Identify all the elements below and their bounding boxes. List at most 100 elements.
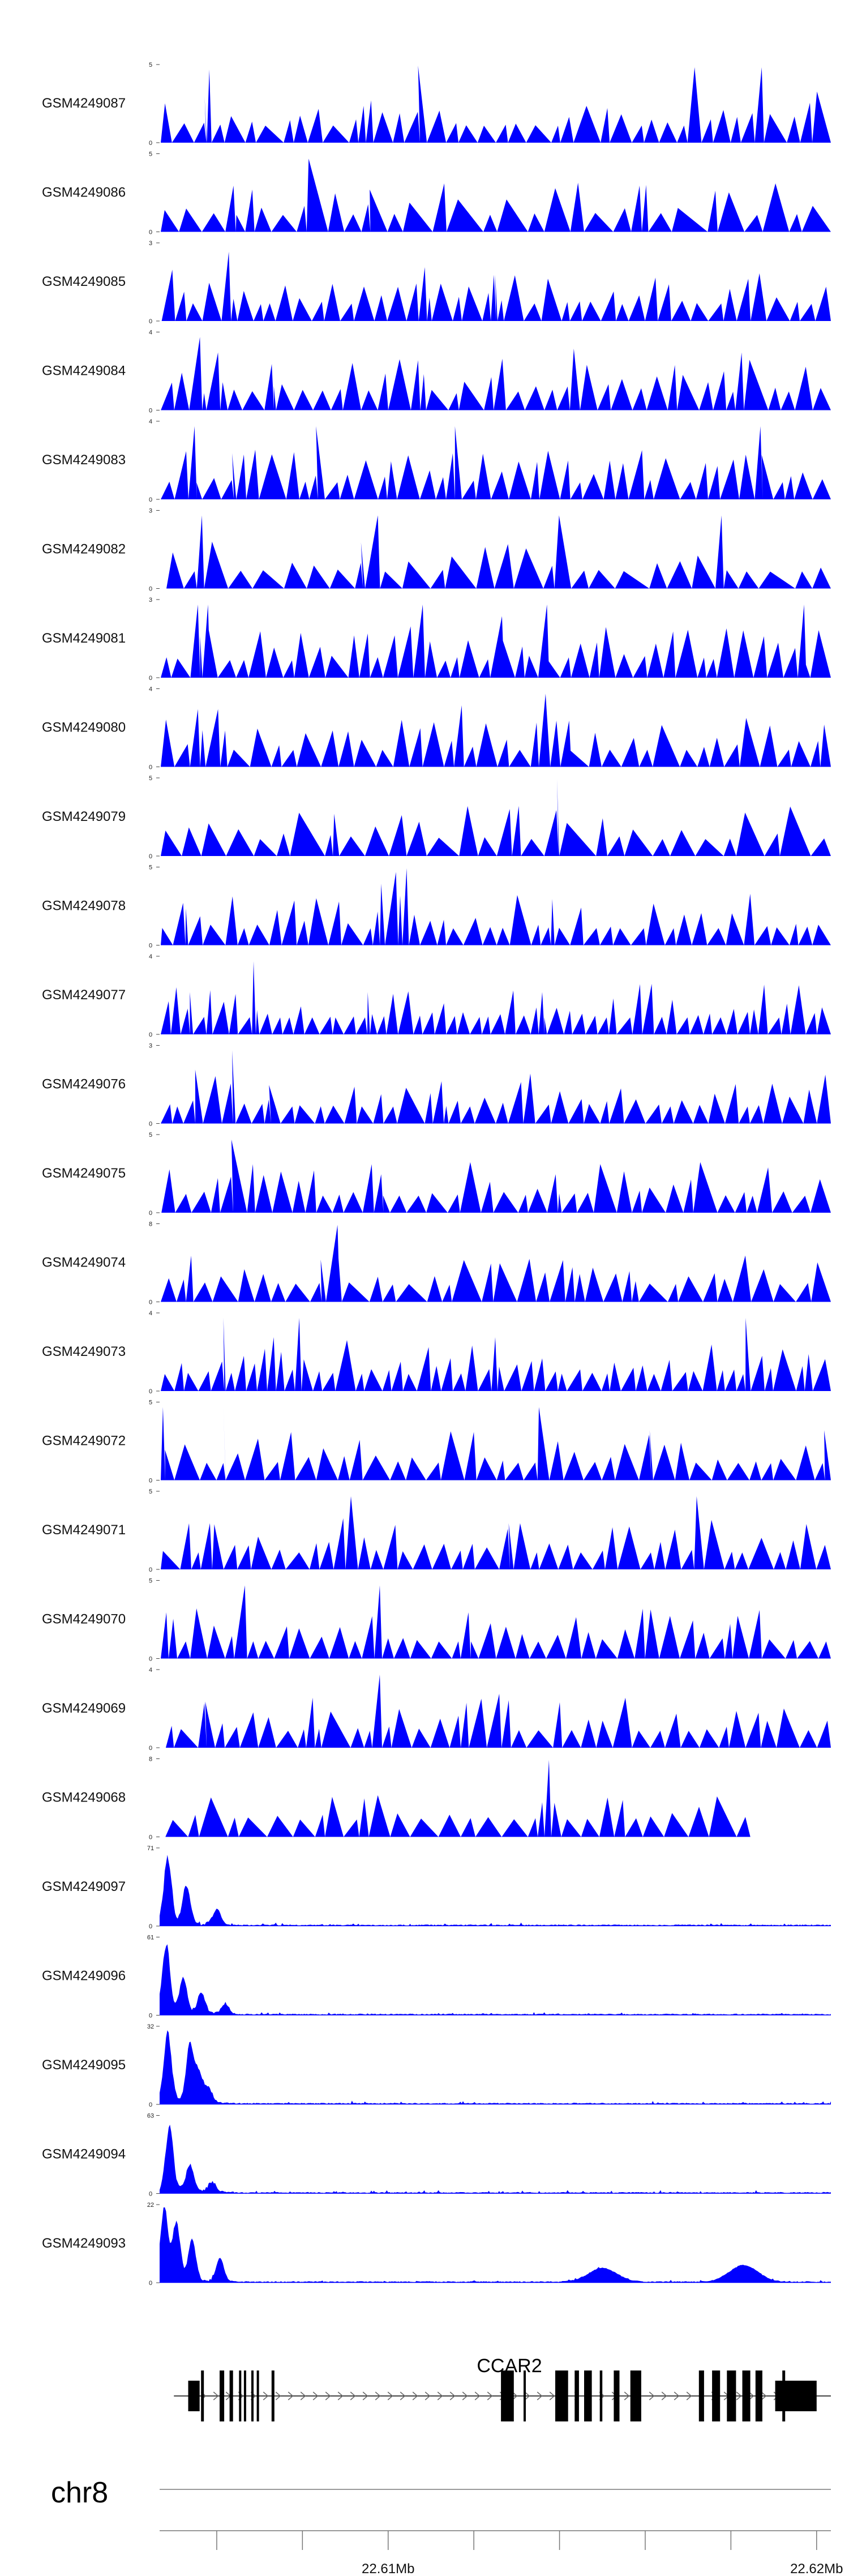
track-label: GSM4249086 bbox=[42, 185, 126, 200]
y-max-label: 8 bbox=[149, 1756, 152, 1763]
y-axis: 50 bbox=[149, 1488, 160, 1573]
coverage-area bbox=[160, 1944, 831, 2016]
coverage-area bbox=[161, 159, 831, 232]
y-max-label: 71 bbox=[147, 1845, 154, 1852]
y-max-label: 4 bbox=[149, 953, 152, 960]
coverage-area bbox=[161, 66, 831, 143]
track-label: GSM4249085 bbox=[42, 274, 126, 289]
y-min-label: 0 bbox=[149, 408, 152, 414]
coverage-area bbox=[160, 1855, 831, 1926]
y-axis: 40 bbox=[149, 418, 160, 503]
exon bbox=[742, 2370, 751, 2421]
y-min-label: 0 bbox=[149, 675, 152, 682]
y-min-label: 0 bbox=[149, 1210, 152, 1217]
track-label: GSM4249076 bbox=[42, 1077, 126, 1092]
y-min-label: 0 bbox=[149, 943, 152, 949]
coverage-area bbox=[161, 779, 831, 856]
coverage-area bbox=[160, 2030, 831, 2104]
exon bbox=[271, 2370, 275, 2421]
y-max-label: 61 bbox=[147, 1935, 154, 1941]
coverage-area bbox=[161, 337, 831, 410]
track-label: GSM4249087 bbox=[42, 96, 126, 111]
coverage-area bbox=[161, 868, 831, 945]
y-min-label: 0 bbox=[149, 1121, 152, 1128]
track-label: GSM4249078 bbox=[42, 898, 126, 914]
track-label: GSM4249074 bbox=[42, 1255, 126, 1270]
track-GSM4249078: GSM4249078 50 bbox=[42, 865, 831, 949]
y-axis: 40 bbox=[149, 1667, 160, 1752]
exon bbox=[555, 2370, 568, 2421]
track-GSM4249097: GSM4249097 71 0 bbox=[42, 1845, 831, 1930]
coverage-area bbox=[161, 1139, 831, 1213]
track-GSM4249075: GSM4249075 50 bbox=[42, 1132, 831, 1217]
coverage-area bbox=[161, 1407, 831, 1480]
exon bbox=[251, 2370, 254, 2421]
y-max-label: 4 bbox=[149, 686, 152, 693]
y-axis: 50 bbox=[149, 865, 160, 949]
coverage-area bbox=[161, 961, 831, 1034]
y-axis: 30 bbox=[149, 508, 160, 593]
y-axis: 61 0 bbox=[147, 1935, 160, 2019]
track-label: GSM4249082 bbox=[42, 542, 126, 557]
track-GSM4249082: GSM4249082 30 bbox=[42, 508, 831, 593]
y-min-label: 0 bbox=[149, 497, 152, 503]
track-label: GSM4249075 bbox=[42, 1166, 126, 1181]
coverage-tracks: GSM424908750GSM424908650GSM424908530GSM4… bbox=[42, 62, 831, 2287]
exon bbox=[229, 2370, 233, 2421]
y-min-label: 0 bbox=[149, 1299, 152, 1306]
y-max-label: 5 bbox=[149, 151, 152, 158]
y-axis: 50 bbox=[149, 62, 160, 147]
y-max-label: 5 bbox=[149, 1488, 152, 1495]
y-axis: 30 bbox=[149, 1043, 160, 1128]
y-min-label: 0 bbox=[149, 2013, 152, 2019]
track-label: GSM4249071 bbox=[42, 1522, 126, 1538]
track-label: GSM4249095 bbox=[42, 2057, 126, 2073]
y-axis: 50 bbox=[149, 775, 160, 860]
exon bbox=[201, 2370, 204, 2421]
axis-tick-label: 22.62Mb bbox=[790, 2561, 843, 2576]
coverage-area bbox=[161, 604, 831, 678]
coverage-area bbox=[161, 426, 831, 499]
y-min-label: 0 bbox=[149, 2280, 152, 2287]
gene-track: CCAR2 bbox=[174, 2355, 831, 2421]
track-label: GSM4249096 bbox=[42, 1969, 126, 1984]
y-axis: 71 0 bbox=[147, 1845, 160, 1930]
y-max-label: 4 bbox=[149, 1667, 152, 1674]
y-max-label: 63 bbox=[147, 2113, 154, 2120]
track-label: GSM4249084 bbox=[42, 363, 126, 379]
y-max-label: 4 bbox=[149, 418, 152, 425]
exon bbox=[188, 2381, 200, 2411]
y-max-label: 22 bbox=[147, 2202, 154, 2209]
y-min-label: 0 bbox=[149, 1478, 152, 1484]
track-label: GSM4249068 bbox=[42, 1790, 126, 1805]
y-axis: 50 bbox=[149, 1578, 160, 1663]
track-label: GSM4249097 bbox=[42, 1879, 126, 1894]
coverage-area bbox=[160, 2124, 831, 2194]
y-axis: 40 bbox=[149, 686, 160, 771]
track-label: GSM4249094 bbox=[42, 2147, 126, 2162]
y-min-label: 0 bbox=[149, 853, 152, 860]
y-min-label: 0 bbox=[149, 586, 152, 593]
track-GSM4249096: GSM4249096 61 0 bbox=[42, 1935, 831, 2019]
y-axis: 50 bbox=[149, 1132, 160, 1217]
y-axis: 30 bbox=[149, 597, 160, 682]
track-label: GSM4249073 bbox=[42, 1344, 126, 1359]
exon bbox=[584, 2370, 592, 2421]
coverage-area bbox=[161, 1585, 831, 1659]
coverage-area bbox=[161, 1760, 751, 1837]
y-min-label: 0 bbox=[149, 1923, 152, 1930]
coverage-area bbox=[161, 1674, 831, 1748]
track-label: GSM4249079 bbox=[42, 809, 126, 824]
track-GSM4249087: GSM4249087 50 bbox=[42, 62, 831, 147]
y-max-label: 32 bbox=[147, 2023, 154, 2030]
exon bbox=[712, 2370, 721, 2421]
